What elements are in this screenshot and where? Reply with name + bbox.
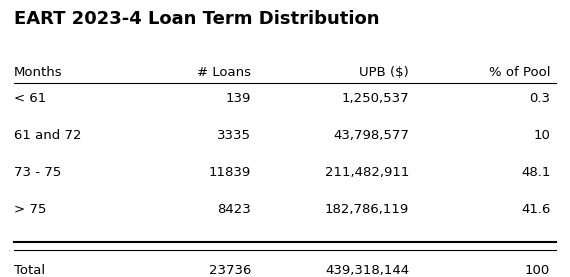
Text: 211,482,911: 211,482,911 [325,166,409,179]
Text: Months: Months [14,66,63,79]
Text: EART 2023-4 Loan Term Distribution: EART 2023-4 Loan Term Distribution [14,10,380,28]
Text: 11839: 11839 [209,166,251,179]
Text: 43,798,577: 43,798,577 [333,129,409,142]
Text: 439,318,144: 439,318,144 [325,264,409,277]
Text: 3335: 3335 [217,129,251,142]
Text: 8423: 8423 [217,203,251,216]
Text: < 61: < 61 [14,92,46,105]
Text: 10: 10 [534,129,550,142]
Text: 48.1: 48.1 [521,166,550,179]
Text: 23736: 23736 [209,264,251,277]
Text: UPB ($): UPB ($) [360,66,409,79]
Text: 0.3: 0.3 [530,92,550,105]
Text: 61 and 72: 61 and 72 [14,129,82,142]
Text: # Loans: # Loans [197,66,251,79]
Text: 182,786,119: 182,786,119 [325,203,409,216]
Text: 73 - 75: 73 - 75 [14,166,62,179]
Text: 41.6: 41.6 [521,203,550,216]
Text: 100: 100 [525,264,550,277]
Text: % of Pool: % of Pool [489,66,550,79]
Text: 139: 139 [226,92,251,105]
Text: Total: Total [14,264,45,277]
Text: 1,250,537: 1,250,537 [341,92,409,105]
Text: > 75: > 75 [14,203,46,216]
